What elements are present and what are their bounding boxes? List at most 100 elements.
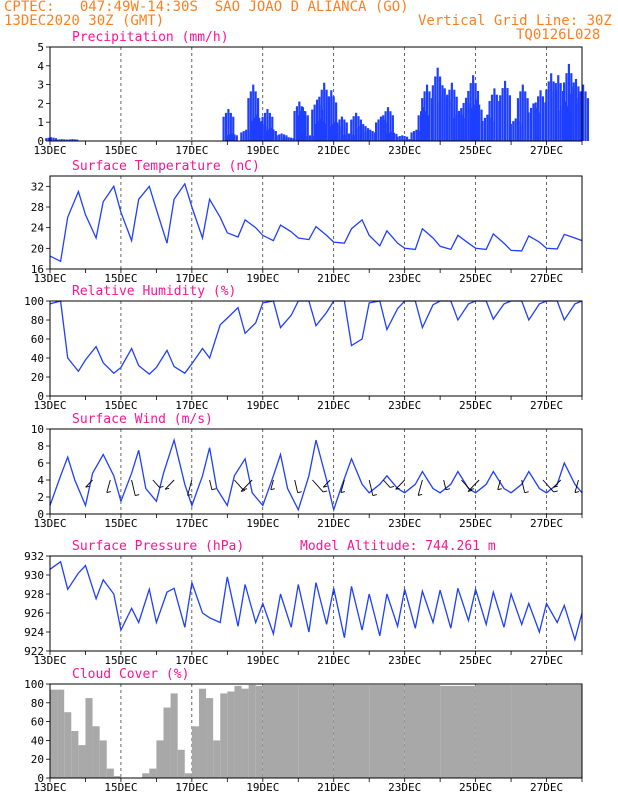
precip-bar (503, 80, 507, 141)
precip-bar (564, 101, 567, 141)
precip-bar (469, 83, 472, 141)
panel-frame (49, 46, 583, 142)
wind-arrow-head (85, 485, 90, 488)
wind-arrow-head (553, 490, 558, 493)
precip-bar (357, 128, 360, 141)
precip-bar (384, 111, 387, 141)
x-tick-label: 19DEC (246, 781, 279, 794)
precip-bar (230, 133, 234, 141)
precip-bar (298, 101, 301, 141)
precip-bar (379, 116, 383, 141)
precip-bar (457, 110, 461, 141)
precip-bar (509, 123, 512, 141)
cloud-bar (369, 684, 405, 778)
precip-bar (321, 121, 325, 141)
precip-bar (462, 102, 465, 141)
precip-bar (296, 115, 300, 141)
precip-bar (369, 129, 372, 141)
precip-bar (335, 102, 338, 141)
panel-title: Relative Humidity (%) (72, 284, 236, 299)
cloud-bar (440, 685, 476, 778)
wind-arrow-head (372, 494, 377, 497)
precip-bar (280, 133, 283, 141)
wind-arrow-head (240, 490, 246, 492)
precip-bar (371, 131, 374, 141)
x-tick-label: 23DEC (388, 654, 421, 667)
cloud-bar (220, 693, 228, 778)
wind-arrow (497, 479, 501, 490)
precip-bar (227, 109, 230, 141)
precip-bar (254, 91, 257, 141)
precip-bar (443, 88, 446, 141)
x-tick-label: 19DEC (246, 272, 279, 285)
x-tick-label: 17DEC (175, 654, 208, 667)
precip-bar (253, 117, 256, 141)
precip-bar (572, 86, 575, 141)
precip-bar (68, 139, 72, 141)
panel-title: Surface Wind (m/s) (72, 412, 213, 427)
precip-bar (562, 82, 566, 141)
precip-bar (268, 112, 271, 141)
precip-bar (249, 91, 252, 141)
precip-bar (338, 119, 341, 141)
precip-bar (403, 139, 406, 141)
wind-arrow-head (211, 488, 216, 491)
precip-bar (470, 109, 473, 141)
x-tick-label: 17DEC (175, 272, 208, 285)
y-tick-label: 0 (37, 508, 44, 521)
x-tick-label: 25DEC (459, 654, 492, 667)
precip-bar (282, 134, 286, 141)
precip-bar (391, 115, 394, 141)
precip-bar (582, 84, 585, 141)
precip-bar (481, 120, 484, 141)
wind-arrow-head (323, 485, 328, 488)
precip-bar (508, 95, 511, 141)
wind-arrow (553, 479, 562, 488)
y-tick-label: 6 (37, 457, 44, 470)
x-tick-label: 27DEC (530, 517, 563, 530)
wind-arrow-head (242, 488, 248, 491)
wind-arrow-head (497, 488, 502, 491)
header-grid-note: Vertical Grid Line: 30Z (418, 13, 612, 29)
precip-bar (445, 96, 449, 141)
y-tick-label: 20 (31, 242, 44, 255)
wind-arrow (340, 479, 345, 493)
precip-bar (488, 100, 491, 141)
precip-bar (417, 115, 420, 141)
y-tick-label: 4 (37, 474, 44, 487)
precip-bar (550, 73, 553, 141)
precip-bar (521, 84, 524, 141)
panel-title: Surface Temperature (nC) (72, 159, 260, 174)
precip-bar (235, 135, 238, 141)
precip-bar (332, 96, 335, 141)
y-tick-label: 0 (37, 135, 44, 148)
y-tick-label: 5 (37, 41, 44, 54)
precip-bar (478, 104, 481, 141)
y-tick-label: 8 (37, 440, 44, 453)
panel-title: Cloud Cover (%) (72, 667, 189, 682)
y-tick-label: 0 (37, 772, 44, 785)
precip-bar (247, 98, 250, 141)
precip-bar (527, 112, 530, 141)
precip-bar (464, 97, 468, 141)
precip-bar (453, 89, 456, 141)
precip-bar (343, 135, 346, 141)
wind-arrow (368, 479, 374, 496)
panel-2: 16 20 24 28 32 13DEC 15DEC 17DEC 19DEC 21DEC 23DEC… (31, 159, 583, 285)
precip-bar (73, 139, 76, 141)
precip-bar (428, 91, 431, 141)
precip-bar (401, 135, 404, 141)
precip-bar (52, 137, 55, 141)
wind-arrow (383, 479, 391, 488)
precip-bar (483, 117, 486, 141)
y-tick-label: 28 (31, 201, 44, 214)
precip-bar (245, 129, 248, 141)
precip-bar (233, 134, 236, 141)
precip-bar (50, 137, 53, 141)
precip-bar (565, 73, 568, 141)
y-tick-label: 2 (37, 97, 44, 110)
panel-title: Precipitation (mm/h) (72, 30, 229, 45)
precip-bar (259, 122, 262, 141)
wind-arrow-head (395, 487, 400, 490)
y-tick-label: 24 (31, 222, 45, 235)
